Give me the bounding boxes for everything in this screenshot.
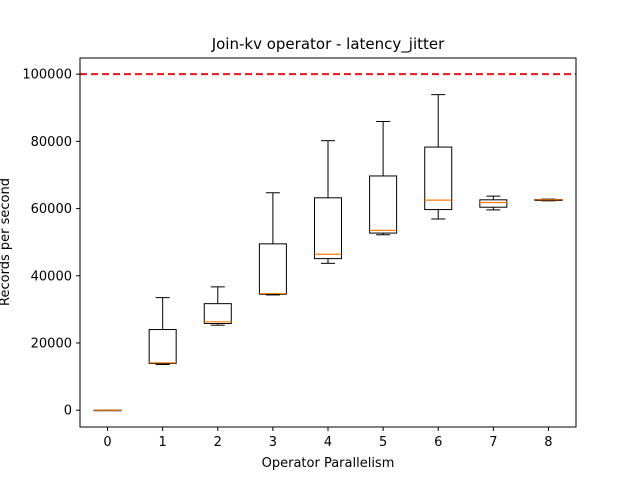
plot-area xyxy=(80,58,576,427)
iqr-box xyxy=(479,199,508,208)
x-tick-label: 8 xyxy=(544,435,552,450)
box-3 xyxy=(258,192,287,296)
plot-frame xyxy=(79,57,577,428)
x-tick-label: 4 xyxy=(324,435,332,450)
y-tick-label: 20000 xyxy=(31,336,72,351)
box-series xyxy=(93,94,563,412)
x-tick-label: 2 xyxy=(214,435,222,450)
y-tick-label: 100000 xyxy=(22,68,72,83)
box-8 xyxy=(534,198,563,202)
chart-title: Join-kv operator - latency_jitter xyxy=(211,35,445,54)
x-tick-label: 0 xyxy=(103,435,111,450)
box-7 xyxy=(479,195,508,211)
x-tick-label: 5 xyxy=(379,435,387,450)
y-tick-label: 40000 xyxy=(31,269,72,284)
y-tick-label: 60000 xyxy=(31,202,72,217)
y-axis-ticks: 0 20000 40000 60000 80000 100000 xyxy=(22,68,80,419)
x-tick-label: 7 xyxy=(489,435,497,450)
y-axis-label: Records per second xyxy=(0,178,13,306)
box-5 xyxy=(369,121,398,236)
box-2 xyxy=(203,286,232,326)
iqr-box xyxy=(424,146,453,211)
iqr-box xyxy=(203,303,232,324)
box-4 xyxy=(314,140,342,264)
iqr-box xyxy=(148,329,177,364)
x-tick-label: 1 xyxy=(159,435,167,450)
box-0 xyxy=(93,409,122,412)
y-tick-label: 80000 xyxy=(31,135,72,150)
y-tick-label: 0 xyxy=(64,404,72,419)
box-1 xyxy=(148,297,177,365)
x-axis-label: Operator Parallelism xyxy=(262,456,395,471)
x-tick-label: 3 xyxy=(269,435,277,450)
iqr-box xyxy=(258,243,287,295)
iqr-box xyxy=(369,175,398,234)
x-axis-ticks: 0 1 2 3 4 5 6 7 8 xyxy=(103,427,553,450)
box-6 xyxy=(424,94,453,220)
x-tick-label: 6 xyxy=(434,435,442,450)
iqr-box xyxy=(314,197,342,260)
